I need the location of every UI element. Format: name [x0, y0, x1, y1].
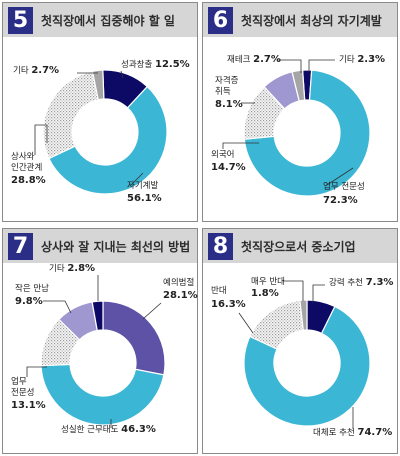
panel-title: 첫직장으로서 중소기업: [241, 240, 356, 254]
panel-number: 8: [208, 233, 233, 260]
slice-label: 성실한 근무태도 46.3%: [61, 424, 156, 435]
leader-line: [34, 124, 48, 155]
leader-line: [308, 59, 335, 72]
panel-title: 상사와 잘 지내는 최선의 방법: [41, 240, 191, 254]
panel-header: 5 첫직장에서 집중해야 할 일: [3, 3, 197, 37]
slice-label: 상사와: [11, 151, 35, 162]
slice-value: 56.1%: [127, 193, 162, 204]
slice-value: 12.5%: [155, 59, 190, 70]
slice-label: 자기계발: [127, 180, 158, 191]
slice-label: 기타 2.7%: [13, 65, 59, 76]
leader-line: [238, 312, 254, 334]
panel-header: 8 첫직장으로서 중소기업: [203, 229, 397, 263]
slice-value: 28.1%: [163, 290, 198, 301]
slice-label: 전문성: [11, 387, 34, 398]
pie-slice-4: [299, 299, 308, 331]
pie-slice-5: [291, 69, 306, 102]
slice-label: 업무 전문성: [323, 181, 365, 192]
slice-label: 매우 반대: [251, 276, 285, 287]
leader-line: [277, 59, 302, 73]
slice-label: 취득: [215, 87, 231, 97]
chart-panel-5: 5 첫직장에서 집중해야 할 일 성과창출 12.5% 자기계발 56.1% 상사와 인…: [2, 2, 198, 222]
chart-panel-7: 7 상사와 잘 지내는 최선의 방법 예의범절 28.1% 성실한 근무태도 46.…: [2, 228, 198, 454]
pie-slice-2: [243, 305, 371, 427]
donut-chart: 강력 추천 7.3% 대체로 추천 74.7% 반대 16.3% 매우 반대1.8%: [211, 276, 393, 438]
leader-line: [43, 300, 72, 314]
panel-number: 6: [208, 7, 233, 34]
leader-line: [120, 70, 124, 79]
pie-slice-4: [91, 69, 105, 101]
slice-value: 9.8%: [15, 296, 43, 307]
slice-label: 인간관계: [11, 162, 42, 173]
leader-line: [222, 142, 259, 149]
slice-label: 작은 만남: [15, 283, 49, 294]
pie-slice-2: [40, 363, 165, 426]
pie-slice-2: [48, 85, 168, 195]
pie-slice-5: [91, 300, 104, 332]
pie-slice-2: [243, 69, 371, 197]
panel-number: 7: [8, 233, 33, 260]
leader-line: [130, 172, 144, 186]
panel-number: 5: [8, 7, 33, 34]
pie-slice-1: [102, 300, 166, 376]
chart-panel-8: 8 첫직장으로서 중소기업 강력 추천 7.3% 대체로 추천 74.7% 반대 16…: [202, 228, 398, 454]
slice-label: 성과창출 12.5%: [121, 59, 190, 70]
panel-title: 첫직장에서 최상의 자기계발: [241, 14, 382, 28]
leader-line: [283, 280, 304, 301]
slice-label: 강력 추천 7.3%: [329, 277, 393, 288]
slice-label: 기타 2.8%: [49, 263, 95, 274]
slice-value: 74.7%: [358, 427, 393, 438]
slice-label: 외국어: [211, 149, 234, 160]
panel-header: 6 첫직장에서 최상의 자기계발: [203, 3, 397, 37]
slice-value: 16.3%: [211, 299, 246, 310]
pie-slice-3: [42, 70, 100, 160]
chart-panel-6: 6 첫직장에서 최상의 자기계발 기타 2.3% 업무 전문성 72.3% 외국어 14…: [202, 2, 398, 222]
slice-value: 13.1%: [11, 400, 46, 411]
slice-value: 2.3%: [357, 54, 385, 65]
slice-value: 2.8%: [67, 263, 95, 274]
slice-value: 2.7%: [31, 65, 59, 76]
slice-label: 반대: [211, 285, 227, 296]
slice-value: 46.3%: [121, 424, 156, 435]
slice-value: 7.3%: [366, 277, 394, 288]
slice-value: 28.8%: [11, 175, 46, 186]
slice-label: 기타 2.3%: [339, 54, 385, 65]
panel-title: 첫직장에서 집중해야 할 일: [41, 14, 175, 28]
slice-label: 대체로 추천 74.7%: [313, 427, 392, 438]
leader-line: [326, 167, 354, 186]
slice-value: 1.8%: [251, 288, 279, 299]
leader-line: [26, 366, 47, 377]
slice-value: 14.7%: [211, 162, 246, 173]
slice-value: 8.1%: [215, 99, 243, 110]
panel-header: 7 상사와 잘 지내는 최선의 방법: [3, 229, 197, 263]
slice-label: 재테크 2.7%: [227, 54, 281, 65]
slice-value: 72.3%: [323, 195, 358, 206]
leader-line: [142, 302, 162, 320]
slice-value: 2.7%: [253, 54, 281, 65]
slice-label: 자격증: [215, 75, 239, 86]
leader-line: [312, 284, 325, 303]
slice-label: 예의범절: [163, 277, 194, 288]
slice-label: 업무: [11, 377, 27, 387]
